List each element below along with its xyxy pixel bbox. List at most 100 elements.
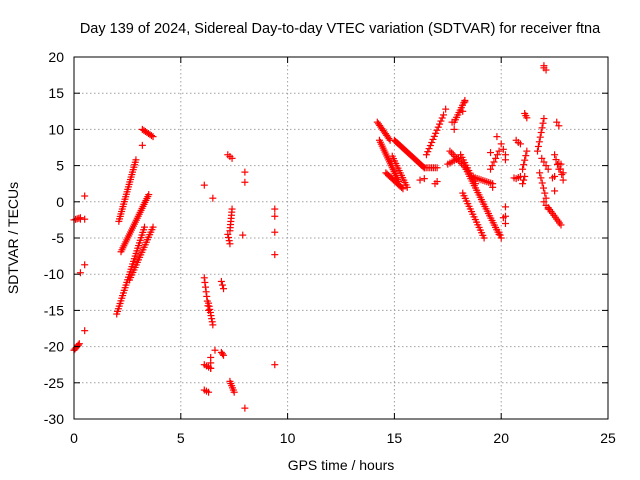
data-point	[433, 164, 441, 172]
data-point	[403, 183, 411, 191]
data-point	[428, 138, 436, 146]
data-point	[230, 388, 238, 396]
data-point	[424, 148, 432, 156]
data-point	[521, 172, 529, 180]
data-point	[495, 147, 503, 155]
data-point	[218, 350, 226, 358]
y-tick-label: -10	[44, 266, 64, 282]
data-point	[497, 140, 505, 148]
data-point	[224, 230, 232, 238]
data-point	[208, 318, 216, 326]
data-point	[559, 169, 567, 177]
data-point	[440, 111, 448, 119]
data-point	[228, 154, 236, 162]
data-point	[422, 151, 430, 159]
data-point	[490, 158, 498, 166]
data-point	[438, 114, 446, 122]
data-point	[419, 163, 427, 171]
data-point	[450, 125, 458, 133]
data-point	[206, 305, 214, 313]
y-tick-label: 0	[56, 194, 64, 210]
data-point	[557, 160, 565, 168]
data-point	[226, 240, 234, 248]
data-point	[76, 269, 84, 277]
data-point	[416, 176, 424, 184]
data-point	[501, 212, 509, 220]
data-points	[70, 62, 567, 412]
data-point	[480, 234, 488, 242]
data-point	[522, 152, 530, 160]
y-tick-label: 15	[48, 85, 64, 101]
data-point	[149, 223, 157, 231]
data-point	[437, 117, 445, 125]
data-point	[449, 151, 457, 159]
data-point	[149, 133, 157, 141]
data-point	[523, 147, 531, 155]
data-point	[207, 312, 215, 320]
data-point	[225, 234, 233, 242]
data-point	[448, 118, 456, 126]
data-point	[501, 156, 509, 164]
data-point	[399, 185, 407, 193]
data-point	[544, 165, 552, 173]
data-point	[539, 184, 547, 192]
data-point	[535, 138, 543, 146]
x-tick-label: 0	[70, 430, 78, 446]
x-tick-label: 20	[493, 430, 509, 446]
data-point	[523, 114, 531, 122]
data-point	[534, 147, 542, 155]
y-tick-label: 20	[48, 49, 64, 65]
data-point	[497, 234, 505, 242]
data-point	[81, 192, 89, 200]
data-point	[536, 133, 544, 141]
data-point	[138, 141, 146, 149]
data-point	[145, 191, 153, 199]
data-point	[217, 277, 225, 285]
data-point	[202, 283, 210, 291]
data-point	[459, 107, 467, 115]
data-point	[271, 361, 279, 369]
data-point	[433, 126, 441, 134]
y-tick-label: -20	[44, 339, 64, 355]
data-point	[555, 122, 563, 130]
data-point	[516, 140, 524, 148]
data-point	[81, 261, 89, 269]
data-point	[140, 223, 148, 231]
data-point	[425, 145, 433, 153]
data-point	[201, 278, 209, 286]
data-point	[534, 142, 542, 150]
y-axis-label: SDTVAR / TECUs	[5, 182, 21, 294]
data-point	[271, 212, 279, 220]
data-point	[552, 156, 560, 164]
data-point	[519, 180, 527, 188]
x-axis-label: GPS time / hours	[288, 457, 395, 473]
data-point	[493, 151, 501, 159]
data-point	[271, 228, 279, 236]
y-tick-label: -25	[44, 375, 64, 391]
data-point	[538, 154, 546, 162]
chart-title: Day 139 of 2024, Sidereal Day-to-day VTE…	[80, 21, 601, 37]
data-point	[488, 162, 496, 170]
y-tick-label: -30	[44, 411, 64, 427]
y-tick-label: 10	[48, 121, 64, 137]
data-point	[429, 135, 437, 143]
grid	[74, 57, 608, 419]
data-point	[420, 175, 428, 183]
data-point	[202, 288, 210, 296]
data-point	[512, 136, 520, 144]
data-point	[446, 147, 454, 155]
data-point	[487, 149, 495, 157]
data-point	[385, 135, 393, 143]
data-point	[472, 180, 480, 188]
data-point	[542, 66, 550, 74]
x-tick-label: 10	[280, 430, 296, 446]
data-point	[81, 327, 89, 335]
data-point	[132, 156, 140, 164]
data-point	[75, 340, 83, 348]
data-point	[551, 151, 559, 159]
data-point	[510, 174, 518, 182]
data-point	[538, 179, 546, 187]
data-point	[559, 176, 567, 184]
data-point	[208, 315, 216, 323]
data-point	[209, 194, 217, 202]
